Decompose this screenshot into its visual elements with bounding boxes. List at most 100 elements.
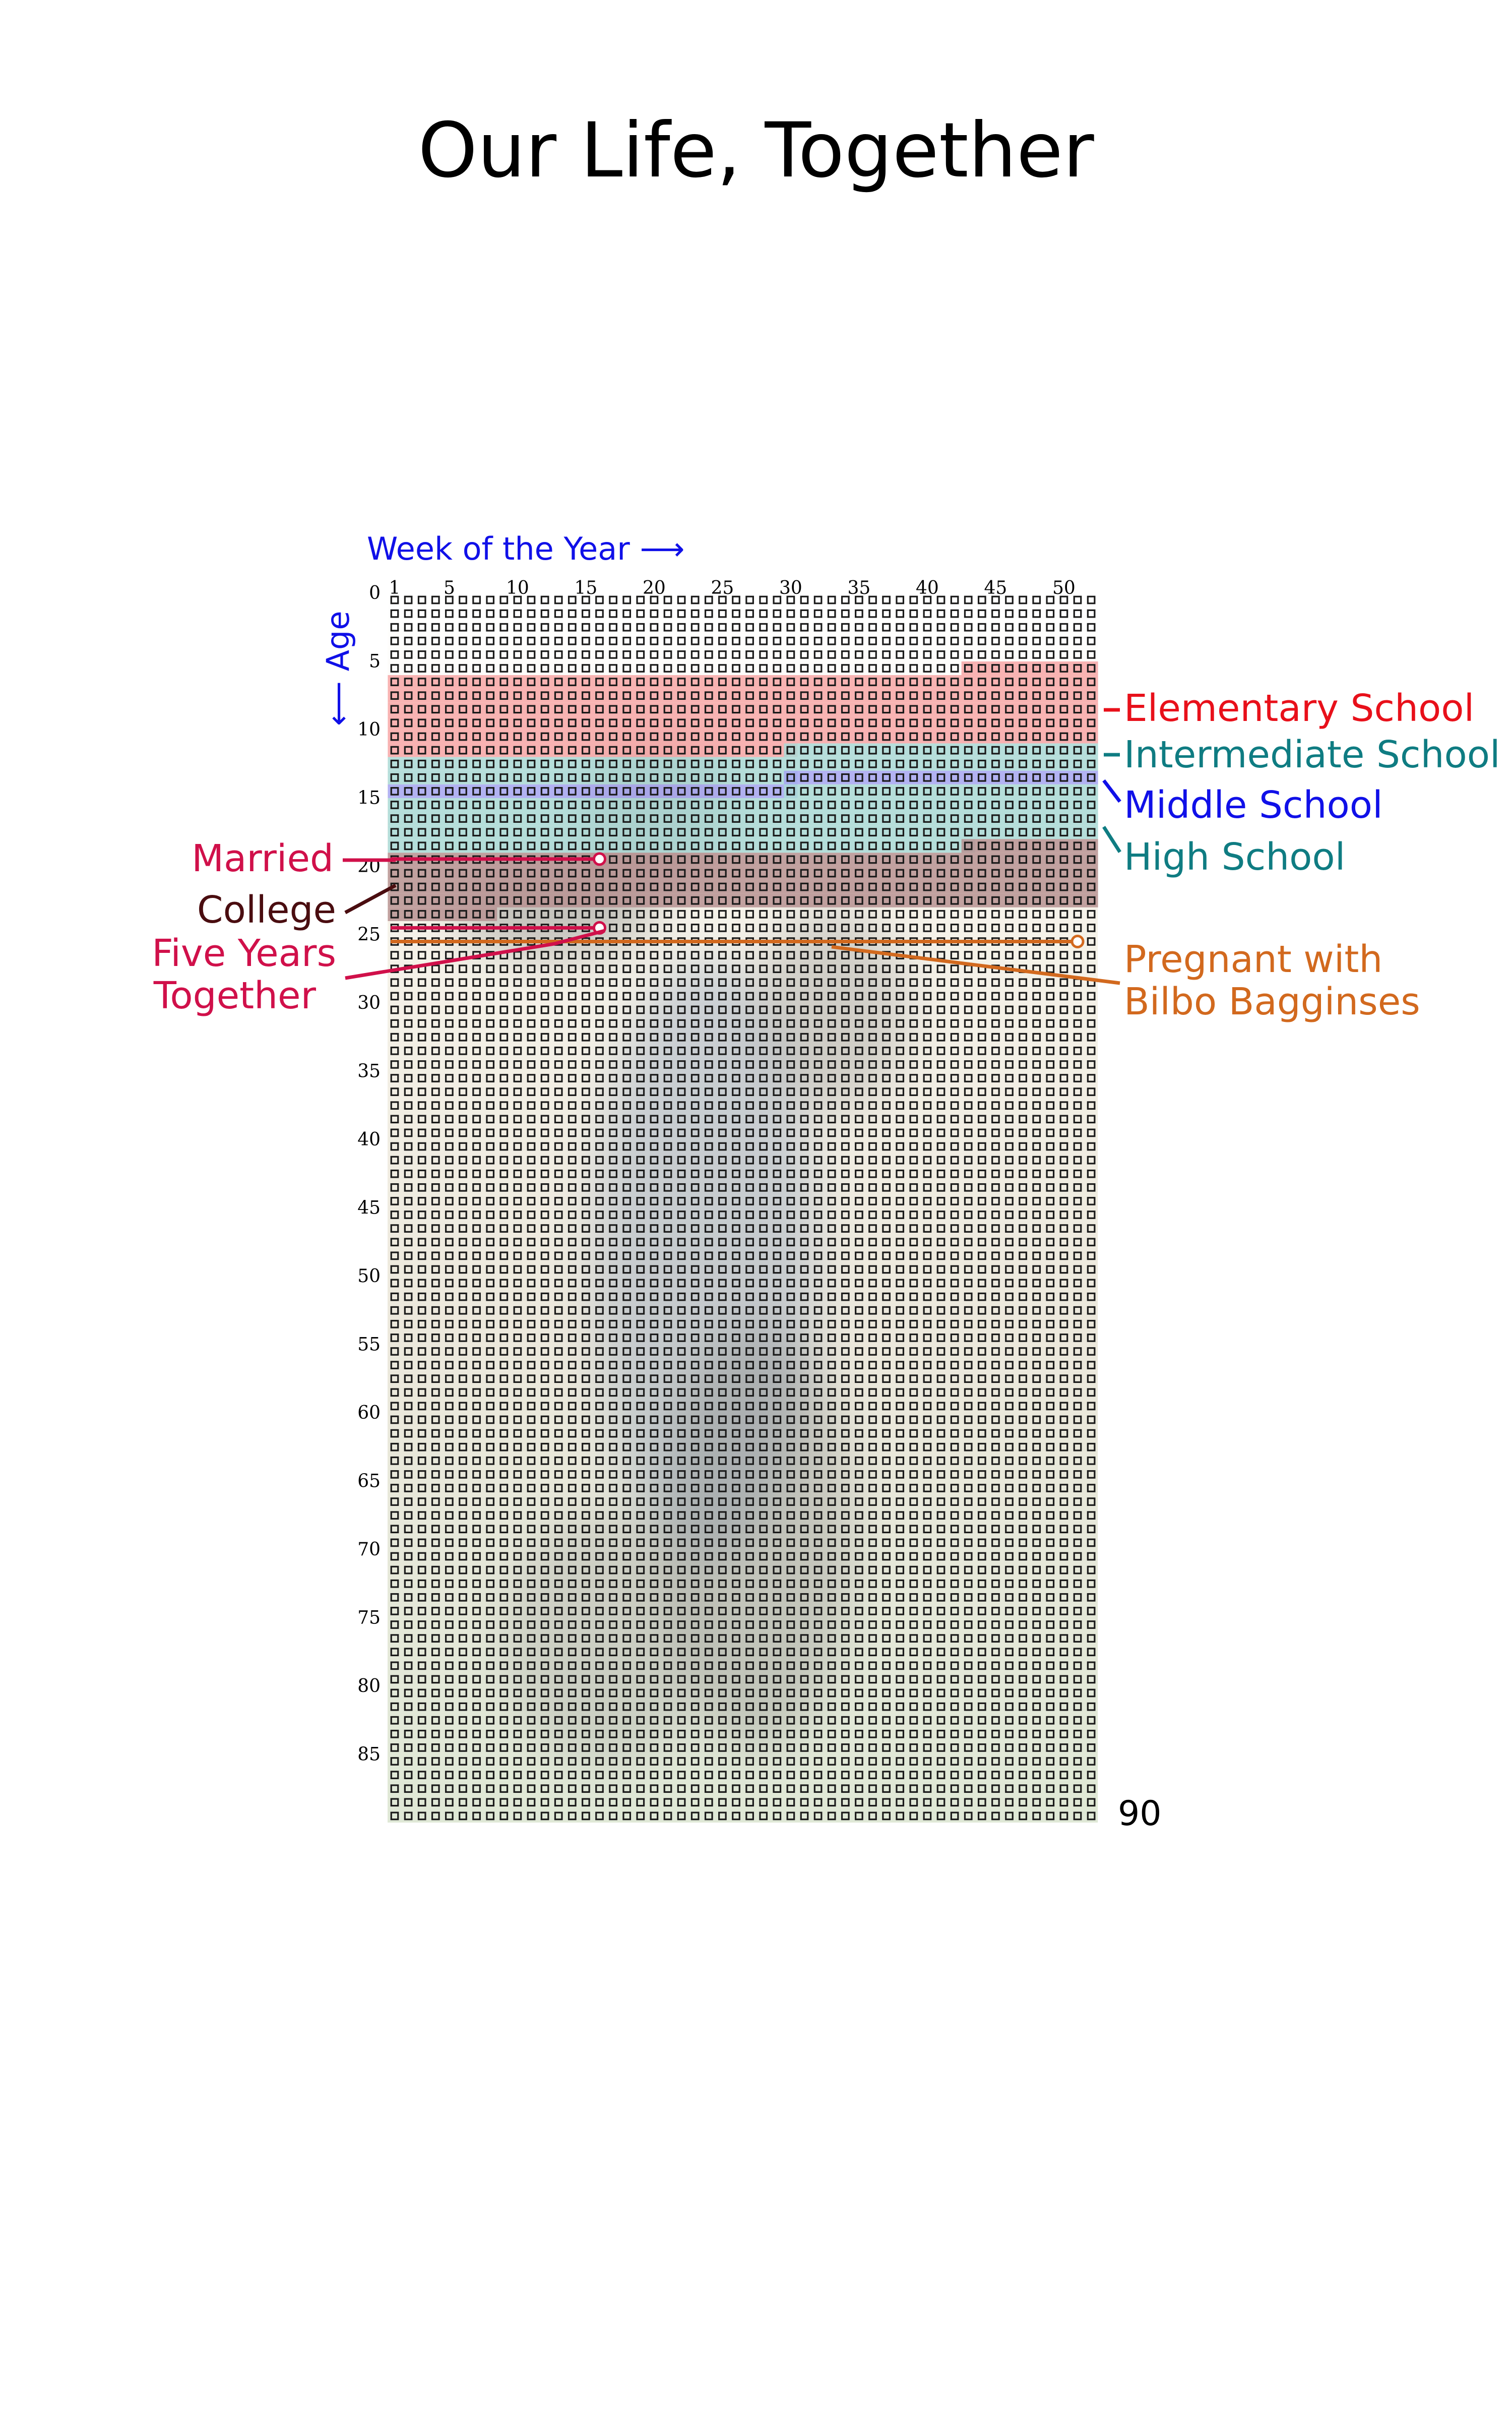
- week-box: [718, 869, 727, 878]
- week-box: [1073, 964, 1082, 974]
- week-box: [1059, 801, 1068, 809]
- period-bands: [388, 661, 1098, 921]
- week-box: [568, 882, 577, 891]
- band-elementary-school-age-10: [388, 730, 1098, 744]
- week-box: [1032, 814, 1041, 823]
- week-box: [582, 1046, 590, 1055]
- week-box: [690, 978, 700, 987]
- week-box: [950, 1128, 959, 1137]
- week-box: [527, 1224, 536, 1233]
- week-box: [663, 1251, 672, 1260]
- y-tick-label: 55: [357, 1335, 381, 1355]
- week-box: [1005, 1156, 1014, 1165]
- week-box: [882, 623, 891, 632]
- week-box: [1046, 814, 1055, 823]
- week-box: [1019, 869, 1027, 878]
- week-box: [827, 1183, 836, 1192]
- week-box: [527, 636, 536, 645]
- week-box: [855, 910, 863, 919]
- week-box: [417, 1156, 426, 1165]
- week-box: [622, 787, 632, 796]
- week-box: [841, 1156, 850, 1165]
- week-box: [936, 1074, 946, 1082]
- week-box: [732, 705, 740, 714]
- band-elementary-school-age-9: [388, 716, 1098, 730]
- week-box: [417, 1197, 426, 1205]
- week-box: [745, 609, 754, 618]
- week-box: [445, 882, 454, 891]
- week-box: [841, 951, 850, 959]
- week-box: [936, 732, 946, 741]
- week-box: [977, 1005, 986, 1014]
- week-box: [527, 773, 536, 782]
- week-box: [1005, 814, 1014, 823]
- week-box: [540, 623, 549, 632]
- week-box: [827, 1087, 836, 1096]
- week-box: [582, 964, 590, 974]
- week-box: [677, 1128, 686, 1137]
- week-box: [499, 773, 509, 782]
- week-box: [499, 1156, 509, 1165]
- week-box: [513, 841, 522, 851]
- week-box: [390, 1169, 399, 1178]
- week-box: [404, 951, 413, 959]
- week-box: [540, 1211, 549, 1219]
- label-five-years-line1: Five Years: [152, 932, 336, 975]
- week-box: [882, 869, 891, 878]
- week-box: [540, 841, 549, 851]
- week-box: [404, 1128, 413, 1137]
- week-box: [1087, 951, 1096, 959]
- week-box: [923, 1142, 932, 1151]
- week-box: [1032, 732, 1041, 741]
- week-box: [786, 1224, 795, 1233]
- week-box: [882, 1142, 891, 1151]
- label-pregnant-line2: Bilbo Bagginses: [1124, 980, 1420, 1023]
- week-box: [690, 691, 700, 700]
- week-box: [622, 1087, 632, 1096]
- week-box: [663, 1019, 672, 1028]
- week-box: [773, 1128, 782, 1137]
- week-box: [690, 1251, 700, 1260]
- week-box: [431, 1251, 440, 1260]
- week-box: [663, 1087, 672, 1096]
- week-box: [595, 1087, 604, 1096]
- week-box: [1019, 1142, 1027, 1151]
- grid-row-age-20: [390, 869, 1096, 878]
- week-box: [636, 746, 645, 755]
- week-box: [991, 1238, 1000, 1247]
- week-box: [663, 678, 672, 686]
- week-box: [486, 787, 495, 796]
- week-box: [868, 1197, 877, 1205]
- week-box: [882, 841, 891, 851]
- week-box: [554, 1128, 563, 1137]
- week-box: [636, 1183, 645, 1192]
- week-box: [459, 814, 467, 823]
- chart-title: Our Life, Together: [418, 107, 1094, 195]
- week-box: [936, 623, 946, 632]
- week-box: [636, 664, 645, 673]
- week-box: [499, 1033, 509, 1042]
- week-box: [1073, 1211, 1082, 1219]
- week-box: [800, 650, 809, 659]
- label-five-years-line2: Together: [153, 974, 317, 1017]
- week-box: [855, 801, 863, 809]
- week-box: [1032, 773, 1041, 782]
- week-box: [636, 773, 645, 782]
- week-box: [650, 746, 659, 755]
- week-box: [923, 773, 932, 782]
- week-box: [868, 746, 877, 755]
- week-box: [923, 623, 932, 632]
- week-box: [732, 828, 740, 837]
- week-box: [896, 732, 905, 741]
- week-box: [991, 924, 1000, 932]
- week-box: [472, 869, 481, 878]
- week-box: [732, 609, 740, 618]
- week-box: [841, 1060, 850, 1069]
- week-box: [855, 1087, 863, 1096]
- week-box: [636, 882, 645, 891]
- week-box: [417, 773, 426, 782]
- week-box: [950, 1033, 959, 1042]
- week-box: [1046, 910, 1055, 919]
- x-tick-label: 40: [916, 578, 939, 598]
- week-box: [636, 855, 645, 864]
